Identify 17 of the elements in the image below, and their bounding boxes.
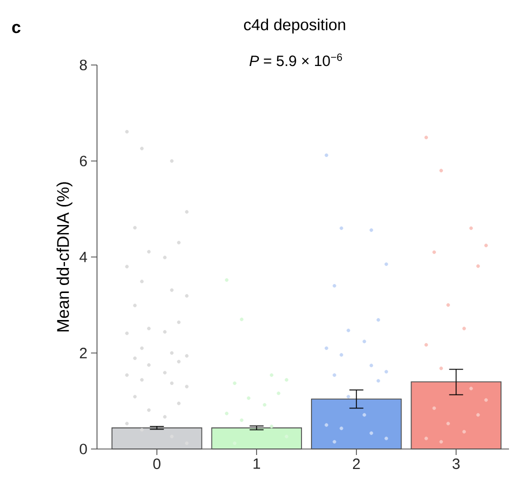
x-tick-label: 0 [153, 458, 160, 470]
y-tick-label: 2 [80, 348, 87, 358]
x-tick-label: 1 [254, 458, 260, 469]
y-tick-label: 4 [80, 252, 88, 262]
x-tick-label: 2 [352, 458, 360, 469]
annotation: P = 5.9 × 10$^{−6}$ [250, 53, 342, 66]
x-tick-label: 3 [452, 458, 460, 470]
bar [311, 398, 402, 450]
y-tick-label: 6 [80, 156, 87, 166]
bar [211, 427, 302, 450]
chart-title: c4d deposition [244, 18, 346, 34]
y-tick-label: 8 [80, 60, 87, 70]
text: c [12, 24, 20, 34]
y-axis-title: Mean dd-cfDNA (%) [56, 182, 72, 332]
y-tick-label: 0 [80, 444, 87, 454]
bar [112, 427, 202, 450]
bar [410, 381, 502, 450]
